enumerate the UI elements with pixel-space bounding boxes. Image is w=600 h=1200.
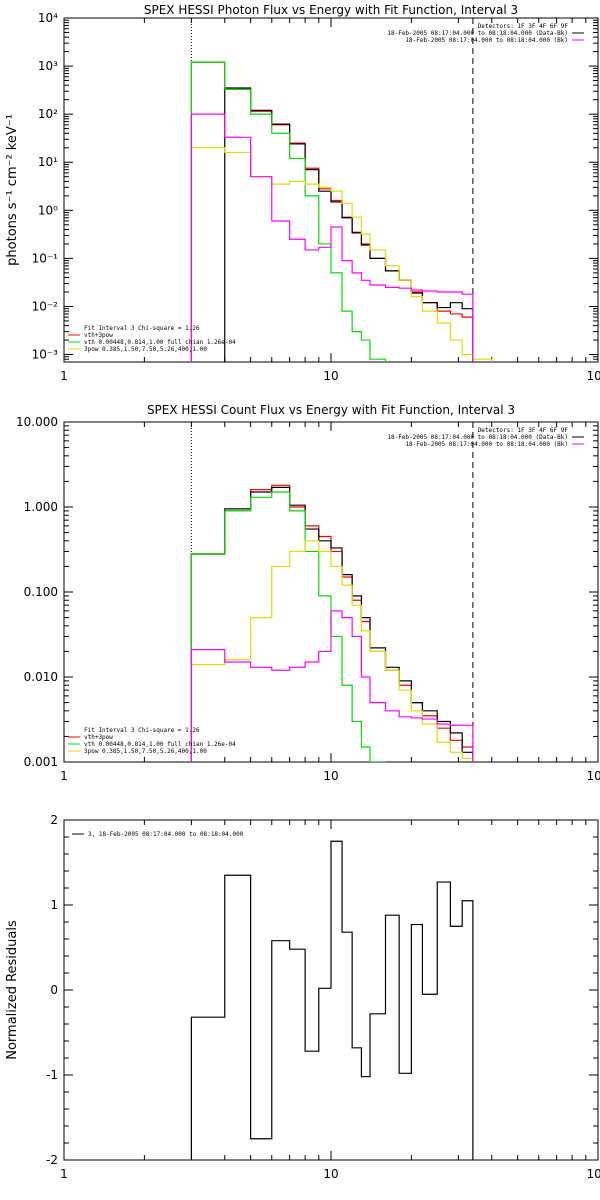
header-line: 18-Feb-2005 08:17:04.000 to 08:18:04.000… — [405, 37, 568, 44]
y-tick-label: 10² — [38, 107, 58, 121]
chart-panel-3: 1 10 100 -2 -1 0 1 2 Normalized Residuals 3, 18-F… — [5, 813, 600, 1181]
legend-line: vth+3pow — [84, 332, 113, 339]
series-bk — [190, 113, 474, 362]
y-tick-label: -2 — [46, 1153, 58, 1167]
x-tick-label: 1 — [60, 1167, 68, 1181]
header-line: Detectors: 1F 3F 4F 6F 9F — [478, 23, 569, 30]
legend-line: vth 0.00448,0.814,1.00 full chian 1.26e-… — [84, 339, 236, 346]
y-tick-label: 10¹ — [38, 155, 58, 169]
y-tick-label: 10⁴ — [38, 11, 58, 25]
series-vth-3pow — [190, 61, 474, 362]
y-tick-label: 0.001 — [24, 755, 58, 769]
header-line: 18-Feb-2005 08:17:04.000 to 08:18:04.000… — [387, 434, 568, 441]
x-tick-label: 10 — [323, 769, 338, 783]
series-vth — [190, 61, 387, 362]
series-3pow — [190, 540, 474, 762]
y-tick-label: 10⁻¹ — [32, 251, 59, 265]
legend-line: 3, 18-Feb-2005 08:17:04.000 to 08:18:04.… — [88, 831, 244, 838]
series-vth — [190, 491, 386, 762]
legend-line: 3pow 0.385,1.50,7.50,5.26,400,1.00 — [84, 346, 207, 353]
y-axis-label: photons s⁻¹ cm⁻² keV⁻¹ — [5, 114, 20, 266]
header-line: 18-Feb-2005 08:17:04.000 to 08:18:04.000… — [387, 30, 568, 37]
series-bk — [190, 610, 474, 762]
legend-line: vth 0.00448,0.814,1.00 full chian 1.26e-… — [84, 741, 236, 748]
series-vth-3pow — [190, 484, 474, 762]
plot-frame — [63, 421, 599, 763]
y-tick-label: 10³ — [38, 59, 58, 73]
y-tick-label: 0 — [50, 983, 58, 997]
legend-line: Fit Interval 3 Chi-square = 1.26 — [84, 727, 200, 734]
x-tick-label: 100 — [587, 769, 600, 783]
series-3-18-feb-2005-08-17-04-000-to-08-18-04-000 — [190, 840, 474, 1160]
y-tick-label: 10⁰ — [38, 203, 58, 217]
y-tick-label: 1 — [50, 898, 58, 912]
x-tick-label: 10 — [323, 369, 338, 383]
legend-line: 3pow 0.385,1.50,7.50,5.26,400,1.00 — [84, 748, 207, 755]
y-tick-label: 10⁻³ — [32, 348, 59, 362]
y-tick-label: 10⁻² — [32, 299, 59, 313]
y-axis-label: Normalized Residuals — [5, 920, 20, 1060]
y-tick-label: 1.000 — [24, 500, 58, 514]
chart-panel-1: SPEX HESSI Photon Flux vs Energy with Fi… — [5, 3, 600, 383]
series-data-bk — [224, 87, 474, 362]
x-tick-label: 10 — [323, 1167, 338, 1181]
x-tick-label: 1 — [60, 369, 68, 383]
chart-title: SPEX HESSI Count Flux vs Energy with Fit… — [147, 403, 515, 417]
y-tick-label: 0.010 — [24, 670, 58, 684]
y-tick-label: 2 — [50, 813, 58, 827]
y-tick-label: -1 — [46, 1068, 58, 1082]
x-tick-label: 1 — [60, 769, 68, 783]
y-tick-label: 10.000 — [16, 415, 58, 429]
x-tick-label: 100 — [587, 369, 600, 383]
chart-panel-2: SPEX HESSI Count Flux vs Energy with Fit… — [16, 403, 600, 783]
x-tick-label: 100 — [587, 1167, 600, 1181]
y-tick-label: 0.100 — [24, 585, 58, 599]
header-line: Detectors: 1F 3F 4F 6F 9F — [478, 427, 569, 434]
chart-title: SPEX HESSI Photon Flux vs Energy with Fi… — [144, 3, 518, 17]
header-line: 18-Feb-2005 08:17:04.000 to 08:18:04.000… — [405, 441, 568, 448]
legend-line: vth+3pow — [84, 734, 113, 741]
legend-line: Fit Interval 3 Chi-square = 1.26 — [84, 325, 200, 332]
series-data-bk — [190, 486, 474, 762]
